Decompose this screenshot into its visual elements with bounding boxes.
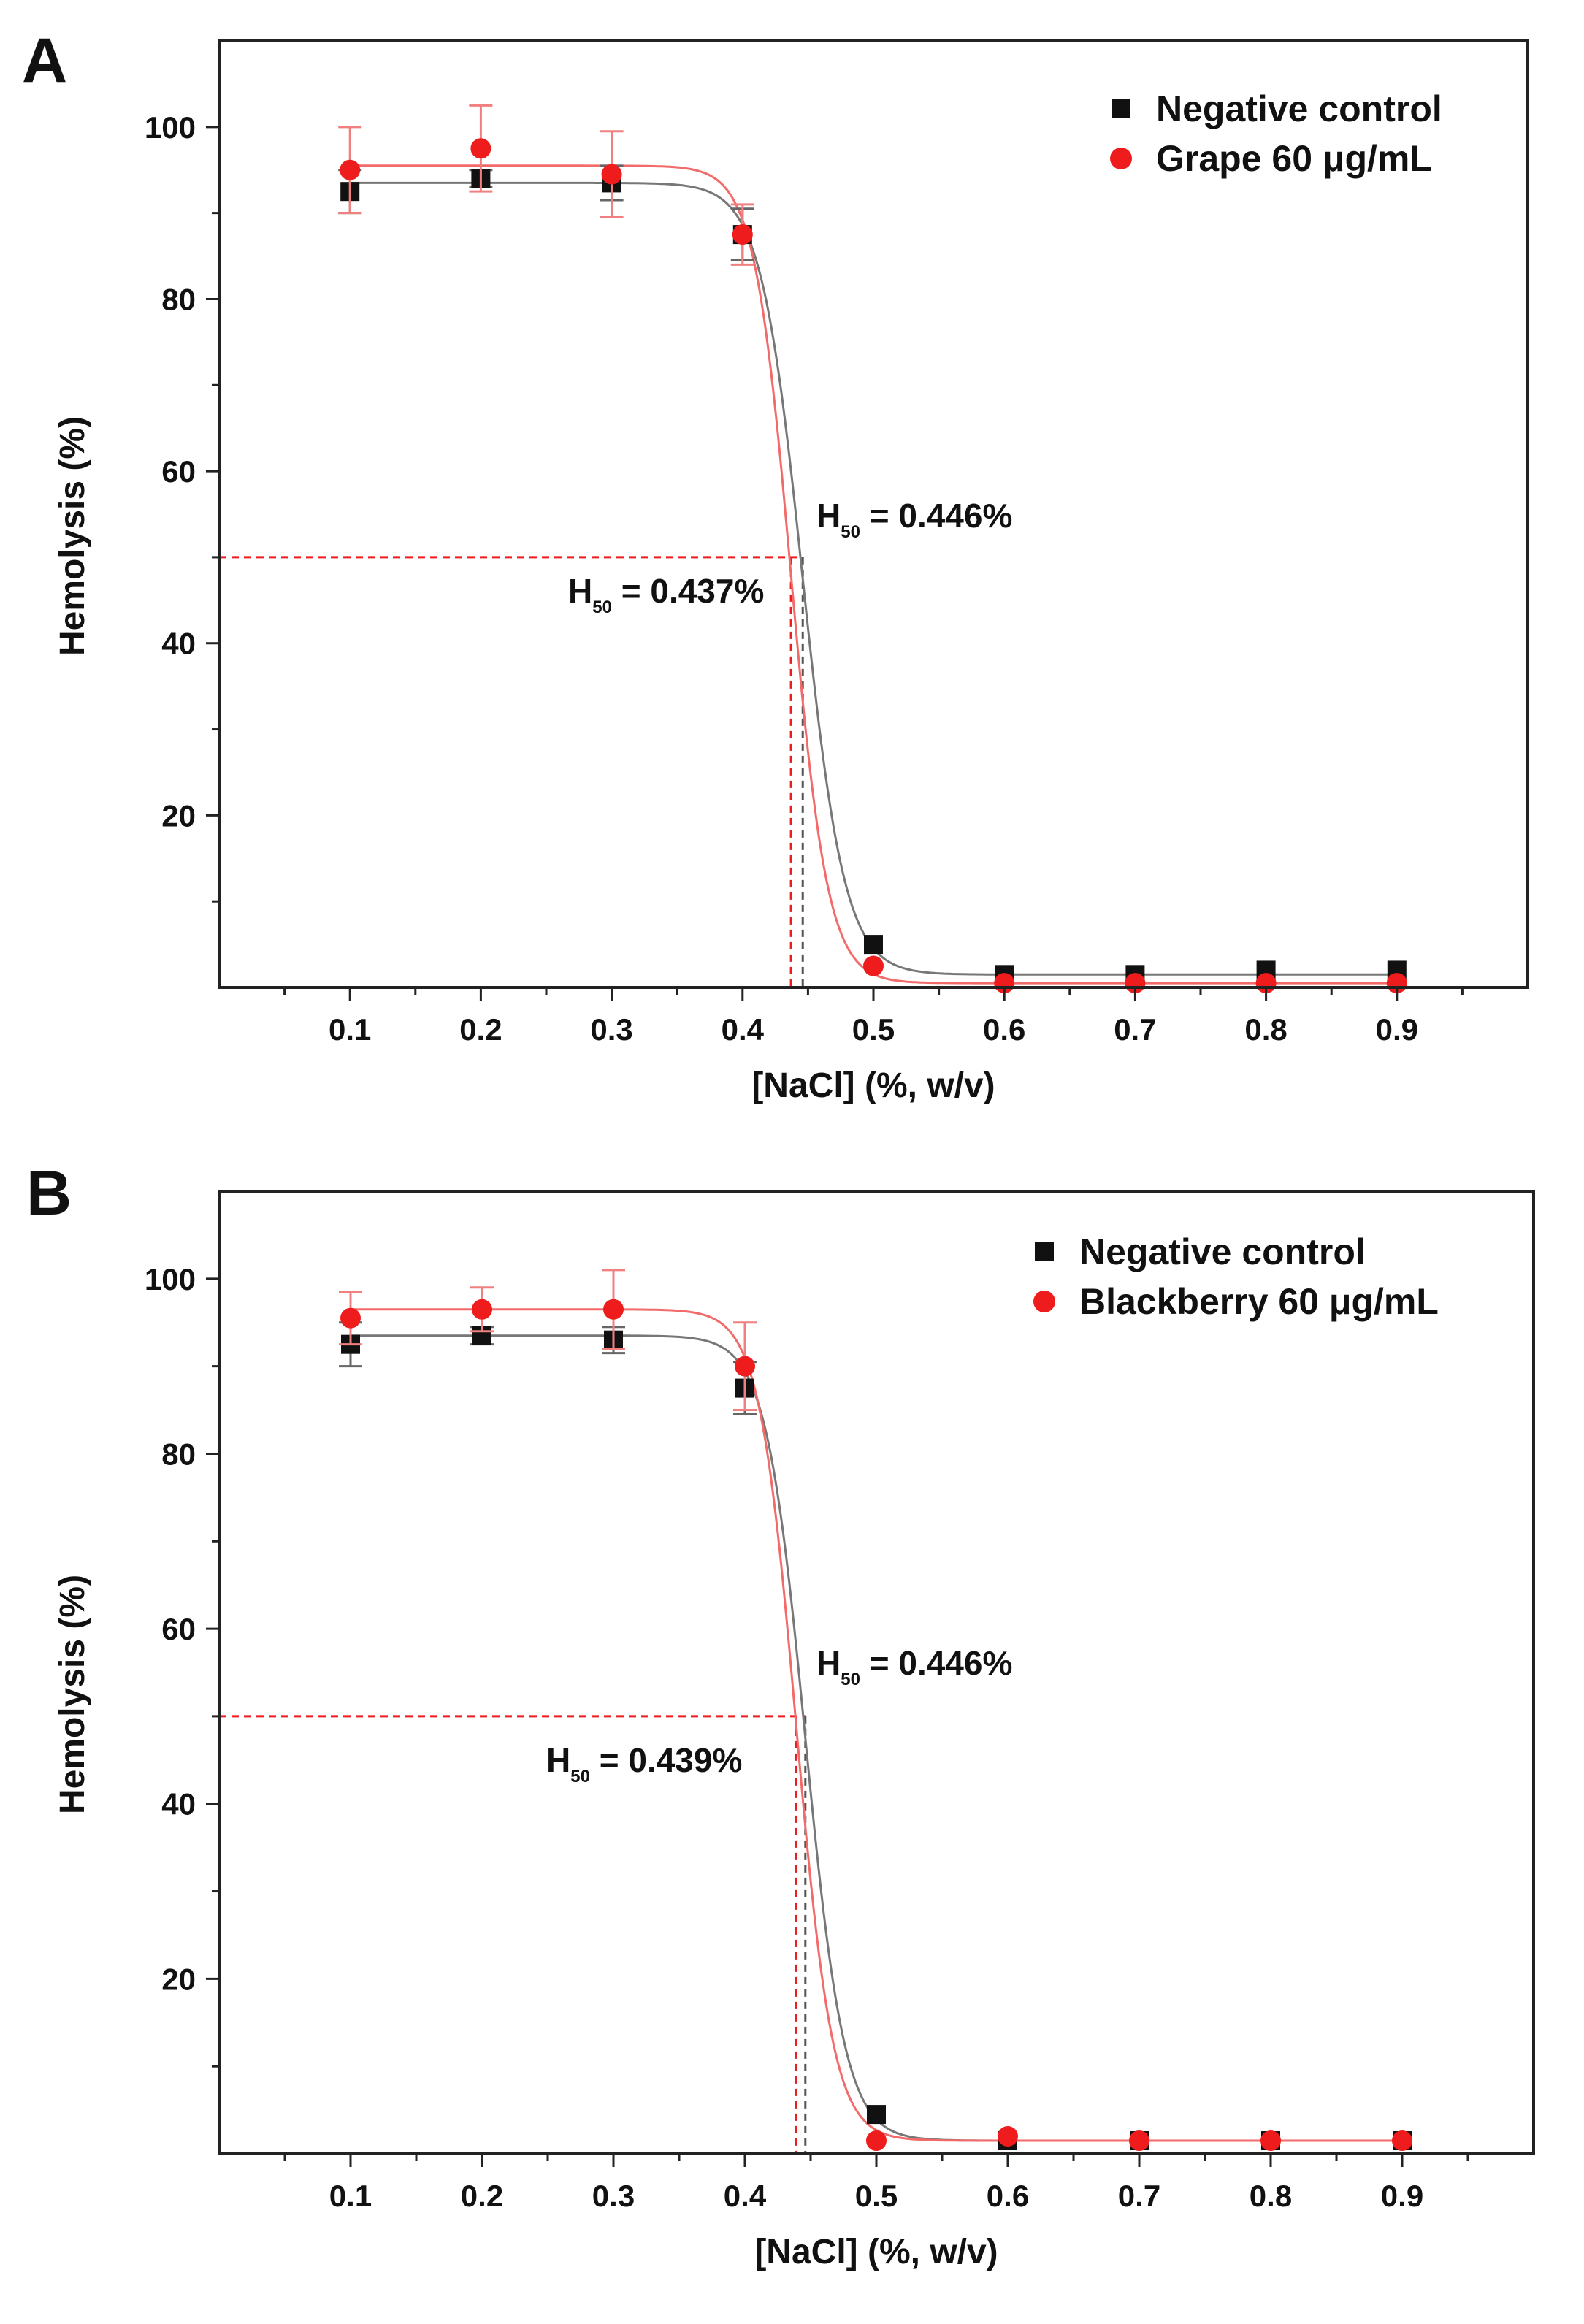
- chart-svg-b: B 0.1 0.2 0.3 0.4 0.5 0.6 0.7 0.8 0.9 20 40 60 80 100…: [26, 1162, 1535, 2271]
- x-tick-label: 0.4: [722, 1012, 765, 1047]
- annotation-h50-control: H50 = 0.446%: [816, 497, 1012, 542]
- y-tick-label: 20: [161, 798, 196, 833]
- data-point-treatment: [1260, 2130, 1281, 2152]
- annotation-h50-control-text: H50 = 0.446%: [816, 497, 1012, 542]
- y-tick-label: 40: [161, 1787, 196, 1822]
- fit-curve-control: [351, 1334, 1402, 2142]
- chart-panel-b: B 0.1 0.2 0.3 0.4 0.5 0.6 0.7 0.8 0.9 20 40 60 80 100…: [0, 1162, 1584, 2324]
- legend-marker-negative-control: [1035, 1242, 1054, 1261]
- data-point-treatment: [866, 2130, 887, 2152]
- h-subscript: 50: [592, 597, 612, 617]
- x-axis-title: [NaCl] (%, w/v): [754, 2233, 998, 2271]
- data-point-treatment: [470, 138, 491, 159]
- data-point-treatment: [340, 1307, 361, 1329]
- legend-marker-negative-control: [1112, 99, 1130, 118]
- fit-curve-control: [350, 181, 1397, 976]
- x-tick-label: 0.6: [987, 2179, 1029, 2213]
- legend-label-negative-control: Negative control: [1079, 1231, 1366, 1272]
- y-tick-label: 80: [161, 282, 196, 316]
- x-tick-label: 0.4: [724, 2179, 767, 2213]
- x-tick-label: 0.9: [1376, 1012, 1418, 1047]
- chart-svg-a: A 0.1 0.2 0.3 0.4 0.5 0.6 0.7 0.8 0.9 20 40 60 80 100…: [22, 26, 1529, 1105]
- data-point-treatment: [472, 1299, 492, 1320]
- h-symbol: H: [568, 572, 592, 610]
- chart-panel-a: A 0.1 0.2 0.3 0.4 0.5 0.6 0.7 0.8 0.9 20 40 60 80 100…: [22, 26, 1529, 1105]
- fit-curves-a: [350, 164, 1397, 985]
- x-tick-label: 0.2: [461, 2179, 503, 2213]
- data-point-treatment: [863, 955, 884, 976]
- x-tick-label: 0.8: [1250, 2179, 1292, 2213]
- data-point-treatment: [735, 1356, 755, 1377]
- x-tick-label: 0.3: [590, 1012, 632, 1047]
- fit-curve-treatment: [351, 1308, 1402, 2142]
- reference-lines-b: [219, 1715, 807, 2154]
- annotation-h50-control: H50 = 0.446%: [816, 1644, 1012, 1689]
- h-subscript: 50: [841, 1670, 860, 1689]
- data-point-treatment: [998, 2126, 1018, 2147]
- h-symbol: H: [816, 497, 841, 535]
- legend-a: Negative control Grape 60 μg/mL: [1110, 88, 1442, 179]
- tick-labels-a: 0.1 0.2 0.3 0.4 0.5 0.6 0.7 0.8 0.9 20 40 60 80 100: [145, 110, 1418, 1047]
- y-tick-label: 20: [161, 1962, 196, 1996]
- x-tick-label: 0.2: [459, 1012, 502, 1047]
- data-points-a: [338, 104, 1407, 994]
- reference-lines-a: [219, 556, 804, 987]
- legend-label-blackberry: Blackberry 60 μg/mL: [1079, 1281, 1439, 1322]
- annotation-h50-blackberry-text: H50 = 0.439%: [546, 1741, 742, 1786]
- h50-value: = 0.446%: [860, 1644, 1012, 1682]
- x-tick-label: 0.5: [855, 2179, 898, 2213]
- x-tick-label: 0.1: [329, 2179, 372, 2213]
- legend-marker-blackberry: [1033, 1291, 1055, 1312]
- fit-curve-treatment: [350, 164, 1397, 985]
- data-point-negative-control: [864, 935, 883, 955]
- annotation-h50-grape: H50 = 0.437%: [568, 572, 764, 617]
- annotation-h50-grape-text: H50 = 0.437%: [568, 572, 764, 617]
- y-tick-label: 100: [145, 1262, 196, 1296]
- x-tick-label: 0.7: [1114, 1012, 1156, 1047]
- y-tick-label: 80: [161, 1437, 196, 1471]
- x-tick-label: 0.8: [1244, 1012, 1287, 1047]
- h50-value: = 0.437%: [612, 572, 764, 610]
- axis-ticks-a: [206, 126, 1464, 1001]
- x-tick-label: 0.3: [592, 2179, 635, 2213]
- data-point-treatment: [1392, 2130, 1412, 2152]
- axis-ticks-b: [206, 1277, 1469, 2167]
- y-tick-label: 100: [145, 110, 196, 145]
- x-axis-title: [NaCl] (%, w/v): [751, 1066, 995, 1105]
- legend-b: Negative control Blackberry 60 μg/mL: [1033, 1231, 1439, 1322]
- data-point-treatment: [603, 1299, 624, 1320]
- y-tick-label: 60: [161, 454, 196, 489]
- h-subscript: 50: [570, 1767, 590, 1786]
- x-tick-label: 0.5: [852, 1012, 895, 1047]
- panel-label: A: [22, 26, 67, 96]
- x-tick-label: 0.7: [1118, 2179, 1160, 2213]
- y-axis-title: Hemolysis (%): [53, 1575, 92, 1814]
- data-point-negative-control: [867, 2105, 886, 2125]
- fit-curves-b: [351, 1308, 1402, 2142]
- panel-label: B: [26, 1162, 72, 1228]
- annotation-h50-control-text: H50 = 0.446%: [816, 1644, 1012, 1689]
- data-point-treatment: [340, 159, 361, 180]
- data-point-treatment: [732, 224, 753, 245]
- legend-label-grape: Grape 60 μg/mL: [1156, 138, 1432, 179]
- y-tick-label: 60: [161, 1612, 196, 1646]
- annotation-h50-blackberry: H50 = 0.439%: [546, 1741, 742, 1786]
- legend-label-negative-control: Negative control: [1156, 88, 1442, 129]
- y-axis-title: Hemolysis (%): [53, 416, 92, 656]
- data-point-treatment: [601, 164, 622, 185]
- h-symbol: H: [546, 1741, 570, 1779]
- h-subscript: 50: [841, 522, 860, 542]
- h50-value: = 0.439%: [590, 1741, 742, 1779]
- data-points-b: [339, 1269, 1412, 2152]
- h-symbol: H: [816, 1644, 841, 1682]
- x-tick-label: 0.6: [983, 1012, 1025, 1047]
- data-point-treatment: [1129, 2130, 1149, 2152]
- x-tick-label: 0.9: [1381, 2179, 1423, 2213]
- tick-labels-b: 0.1 0.2 0.3 0.4 0.5 0.6 0.7 0.8 0.9 20 40 60 80 100: [145, 1262, 1423, 2213]
- h50-value: = 0.446%: [860, 497, 1012, 535]
- y-tick-label: 40: [161, 627, 196, 661]
- x-tick-label: 0.1: [329, 1012, 371, 1047]
- legend-marker-grape: [1110, 148, 1132, 169]
